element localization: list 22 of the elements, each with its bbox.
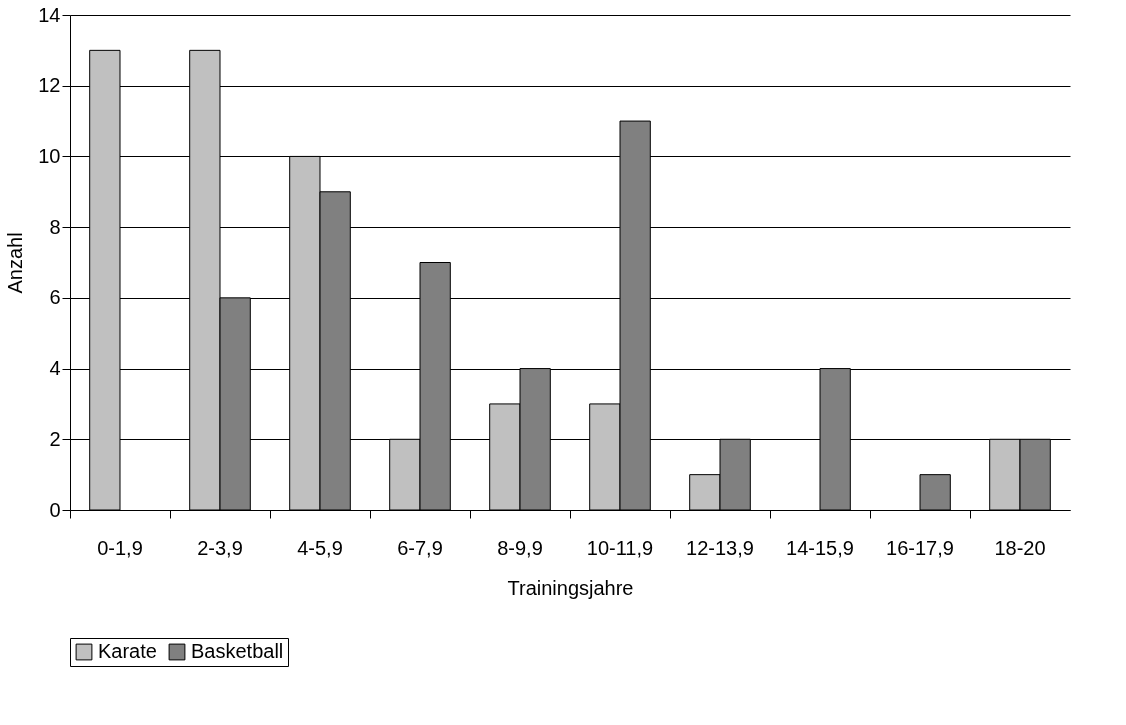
x-axis-title: Trainingsjahre (507, 576, 634, 599)
x-tick-label: 10-11,9 (586, 536, 654, 559)
y-tick-label: 2 (49, 427, 61, 450)
x-tick-label: 18-20 (994, 536, 1046, 559)
legend-label: Karate (98, 640, 157, 662)
x-tick-label: 14-15,9 (786, 536, 854, 559)
y-tick-label: 10 (38, 144, 61, 167)
x-tick-label: 4-5,9 (297, 536, 343, 559)
y-tick-label: 14 (38, 3, 61, 26)
x-tick-label: 16-17,9 (886, 536, 954, 559)
y-tick-label: 8 (49, 215, 61, 238)
y-tick-label: 12 (38, 74, 61, 97)
x-tick-label: 8-9,9 (497, 536, 543, 559)
x-tick-label: 2-3,9 (197, 536, 243, 559)
x-tick-label: 0-1,9 (97, 536, 143, 559)
legend-label: Basketball (191, 640, 284, 662)
y-tick-label: 6 (49, 286, 61, 309)
y-tick-label: 0 (49, 498, 61, 521)
x-tick-label: 6-7,9 (397, 536, 443, 559)
x-tick-label: 12-13,9 (686, 536, 754, 559)
y-tick-label: 4 (49, 357, 61, 380)
y-axis-title: Anzahl (4, 232, 27, 294)
